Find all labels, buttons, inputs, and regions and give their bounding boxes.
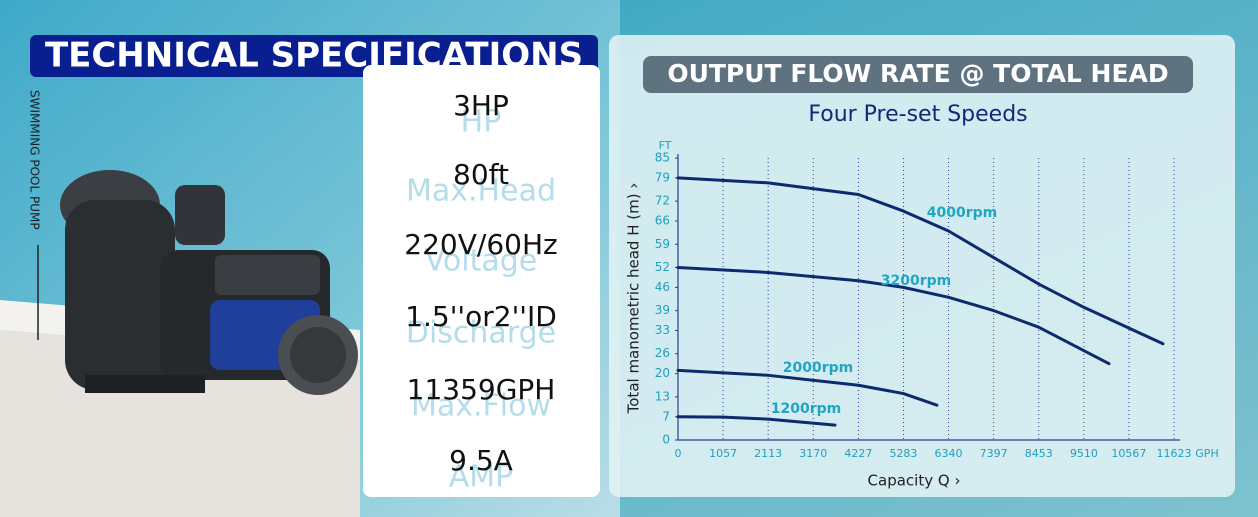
x-tick-label: 4227 [844, 447, 872, 460]
x-tick-label: 10567 [1111, 447, 1146, 460]
y-tick-label: 66 [655, 214, 670, 228]
spec-value: 11359GPH [407, 373, 556, 406]
y-tick-label: 85 [655, 151, 670, 165]
x-tick-label: 1057 [709, 447, 737, 460]
y-tick-label: 46 [655, 280, 670, 294]
x-tick-label: 7397 [980, 447, 1008, 460]
y-tick-label: 52 [655, 260, 670, 274]
page: {"header": {"title": "TECHNICAL SPECIFIC… [0, 0, 1258, 517]
x-tick-label: 0 [675, 447, 682, 460]
series-label: 3200rpm [881, 273, 951, 289]
y-tick-label: 26 [655, 346, 670, 360]
spec-value: 220V/60Hz [404, 228, 557, 261]
y-axis-title: Total manometric head H (m) › [625, 183, 643, 415]
series-label: 1200rpm [771, 401, 841, 417]
chart-title: OUTPUT FLOW RATE @ TOTAL HEAD [667, 59, 1168, 88]
spec-value: 1.5''or2''ID [405, 300, 557, 333]
x-unit: GPH [1195, 447, 1218, 460]
y-tick-label: 13 [655, 389, 670, 403]
y-tick-label: 59 [655, 237, 670, 251]
y-tick-label: 33 [655, 323, 670, 337]
y-tick-label: 39 [655, 303, 670, 317]
side-label: SWIMMING POOL PUMP [28, 90, 42, 230]
x-tick-label: 9510 [1070, 447, 1098, 460]
chart-subtitle: Four Pre-set Speeds [808, 102, 1027, 127]
series-label: 2000rpm [783, 360, 853, 376]
x-tick-label: 8453 [1025, 447, 1053, 460]
y-tick-label: 7 [662, 409, 670, 423]
x-tick-label: 6340 [935, 447, 963, 460]
y-tick-label: 0 [662, 433, 670, 447]
y-tick-label: 72 [655, 194, 670, 208]
spec-value: 9.5A [449, 444, 513, 477]
series-label: 4000rpm [927, 205, 997, 221]
spec-value: 3HP [453, 89, 509, 122]
x-tick-label: 2113 [754, 447, 782, 460]
x-tick-label: 5283 [889, 447, 917, 460]
spec-value: 80ft [453, 158, 509, 191]
x-tick-label: 11623 [1157, 447, 1192, 460]
y-tick-label: 20 [655, 366, 670, 380]
x-tick-label: 3170 [799, 447, 827, 460]
y-tick-label: 79 [655, 170, 670, 184]
canvas: TECHNICAL SPECIFICATIONS SWIMMING POOL P… [0, 0, 1258, 517]
x-axis-title: Capacity Q › [868, 472, 961, 490]
